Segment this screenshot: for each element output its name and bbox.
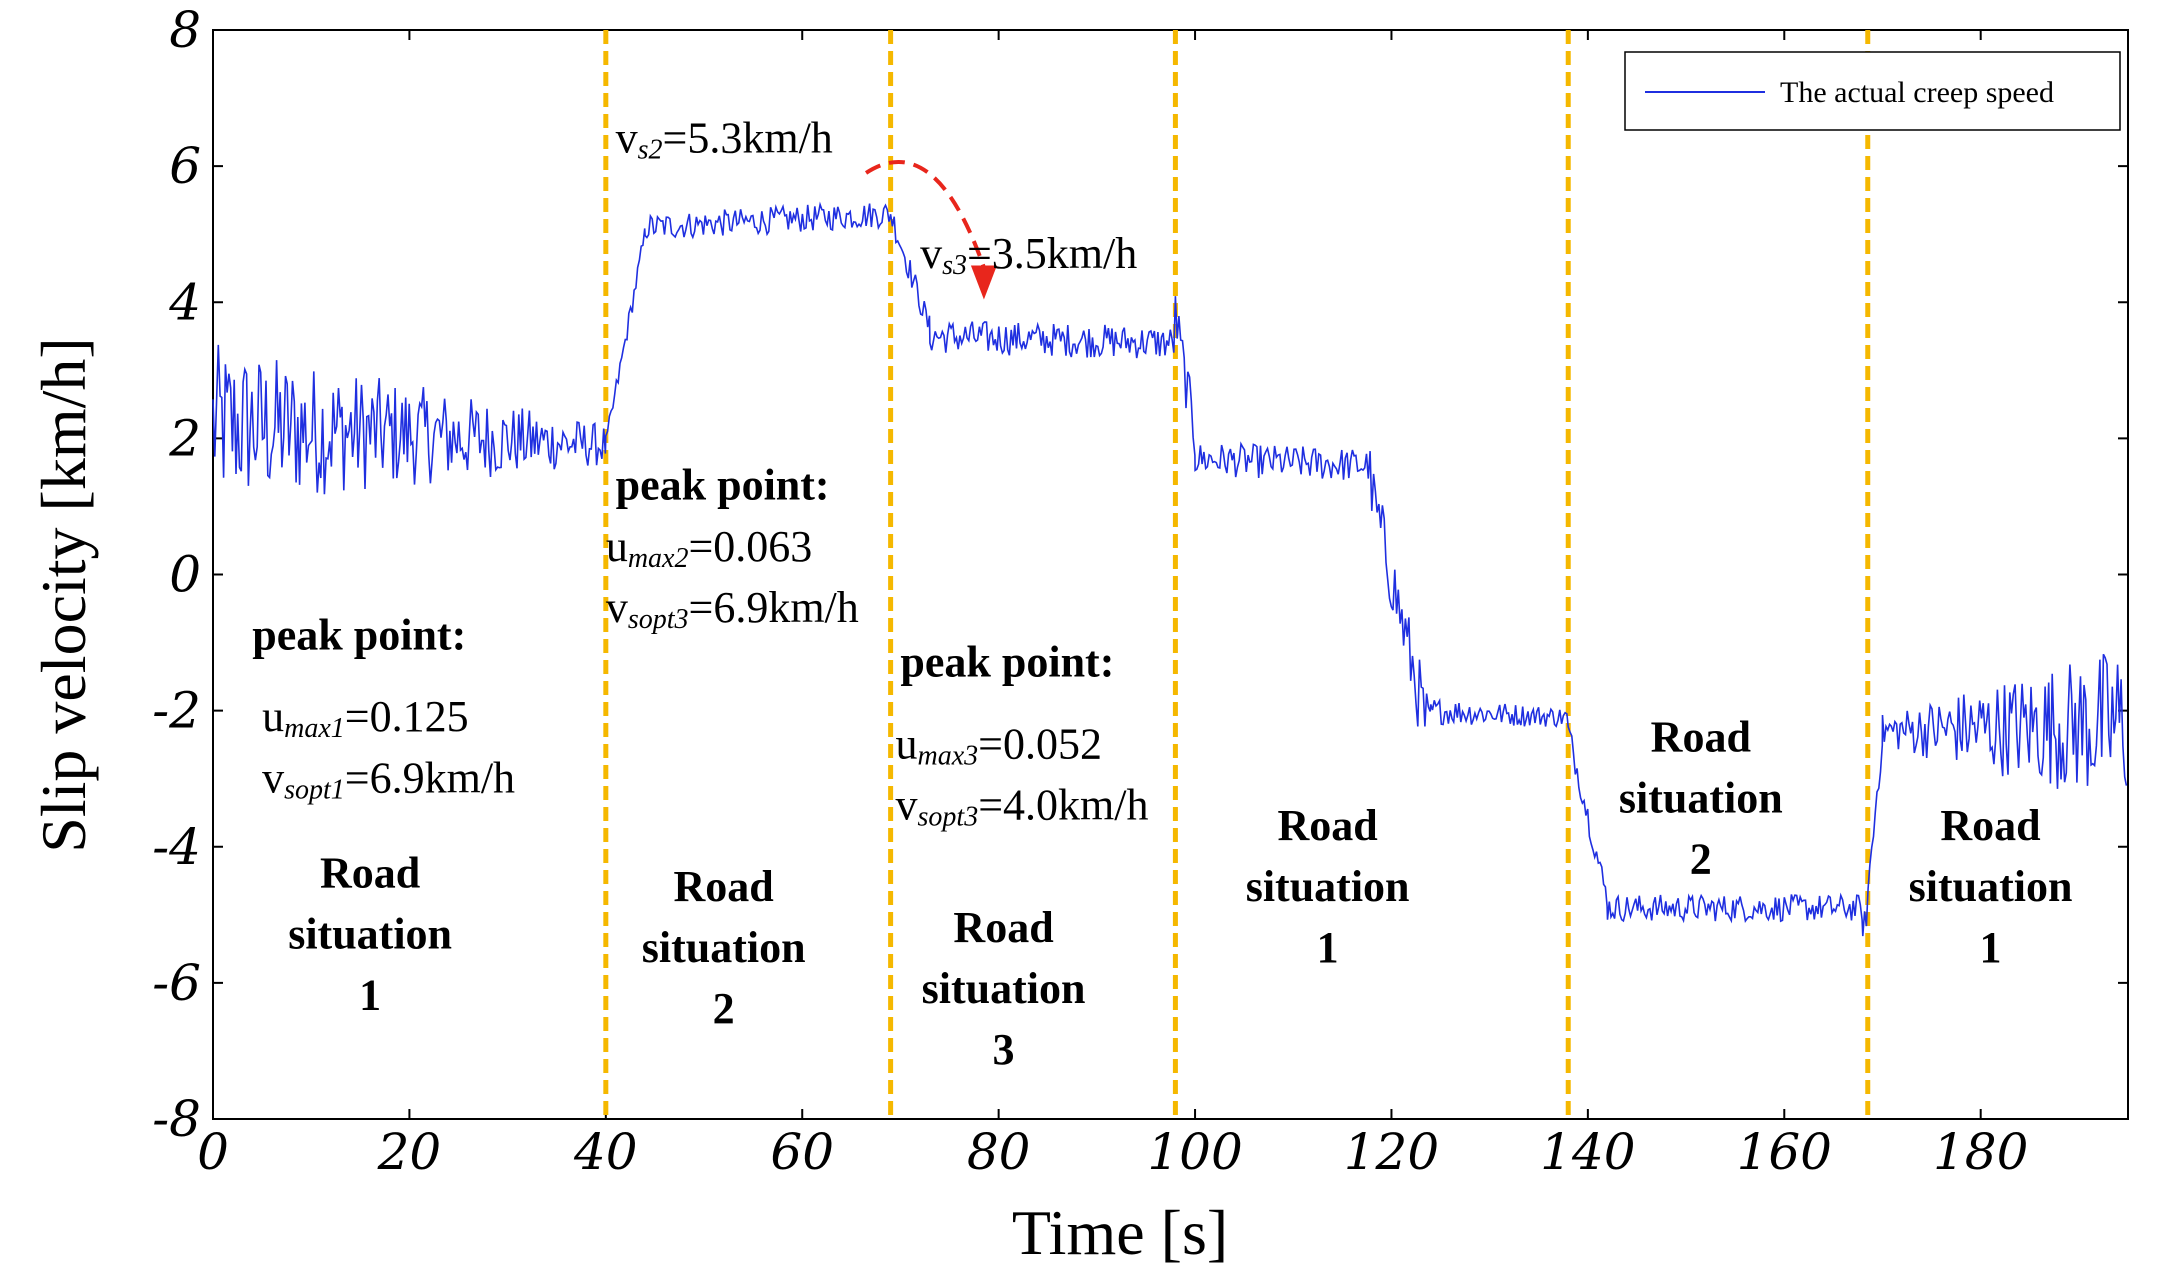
road-boundary-lines <box>603 30 1871 1119</box>
arrow-head <box>970 265 997 300</box>
y-tick-label: -6 <box>152 954 201 1012</box>
annotation-ann1_peak: peak point: <box>252 610 466 659</box>
x-tick-label: 140 <box>1540 1123 1635 1181</box>
x-tick-label: 0 <box>197 1123 229 1181</box>
annotation-ann3_u: umax3=0.052 <box>896 719 1102 771</box>
road-label-road_2b: Road situation 2 <box>1619 712 1783 883</box>
annotation-ann_vs3: vs3=3.5km/h <box>920 229 1137 281</box>
road-label-road_3: Road situation 3 <box>922 903 1086 1074</box>
x-tick-label: 60 <box>770 1123 834 1181</box>
series-line <box>212 201 2128 937</box>
road-label-road_1a: Road situation 1 <box>288 849 452 1020</box>
x-tick-label: 180 <box>1933 1123 2028 1181</box>
y-tick-label: 4 <box>168 273 201 331</box>
x-tick-label: 80 <box>967 1123 1031 1181</box>
x-axis-title: Time [s] <box>1012 1197 1228 1268</box>
axis-ticks: 0 20 40 60 80 100 120 140 160 180 -8 -6 -4 -2 0 2 4 6 8 <box>152 1 2128 1181</box>
y-tick-label: -8 <box>152 1090 201 1148</box>
annotation-ann2_u: umax2=0.063 <box>606 522 812 574</box>
y-tick-label: 6 <box>169 137 201 195</box>
annotation-ann2_v: vsopt3=6.9km/h <box>606 583 859 635</box>
x-tick-label: 120 <box>1344 1123 1439 1181</box>
x-tick-label: 100 <box>1147 1123 1242 1181</box>
transition-arrow <box>864 160 997 300</box>
road-label-road_2a: Road situation 2 <box>642 862 806 1033</box>
x-tick-label: 40 <box>573 1123 638 1181</box>
annotation-ann_vs2: vs2=5.3km/h <box>616 114 833 166</box>
plot-frame <box>212 29 2129 1120</box>
annotation-ann2_peak: peak point: <box>616 461 830 510</box>
legend-entry-label: The actual creep speed <box>1780 76 2054 109</box>
x-tick-label: 20 <box>377 1123 442 1181</box>
annotation-ann3_v: vsopt3=4.0km/h <box>896 781 1149 833</box>
series-lines <box>212 201 2128 937</box>
y-tick-label: -4 <box>152 818 201 876</box>
annotation-ann3_peak: peak point: <box>900 638 1114 687</box>
y-tick-label: 8 <box>169 1 201 59</box>
road-label-road_1b: Road situation 1 <box>1246 801 1410 972</box>
x-tick-label: 160 <box>1737 1123 1832 1181</box>
y-axis-title: Slip velocity [km/h] <box>28 337 99 853</box>
plot-border <box>212 29 2129 1120</box>
road-label-road_1c: Road situation 1 <box>1909 801 2073 972</box>
y-tick-label: -2 <box>152 682 201 740</box>
annotation-ann1_v: vsopt1=6.9km/h <box>262 753 515 805</box>
legend: The actual creep speed <box>1624 51 2121 131</box>
annotation-ann1_u: umax1=0.125 <box>262 692 468 744</box>
annotations: peak point: umax1=0.125 vsopt1=6.9km/h peak… <box>252 114 2072 1075</box>
y-tick-label: 0 <box>169 546 201 604</box>
y-tick-label: 2 <box>168 409 201 467</box>
